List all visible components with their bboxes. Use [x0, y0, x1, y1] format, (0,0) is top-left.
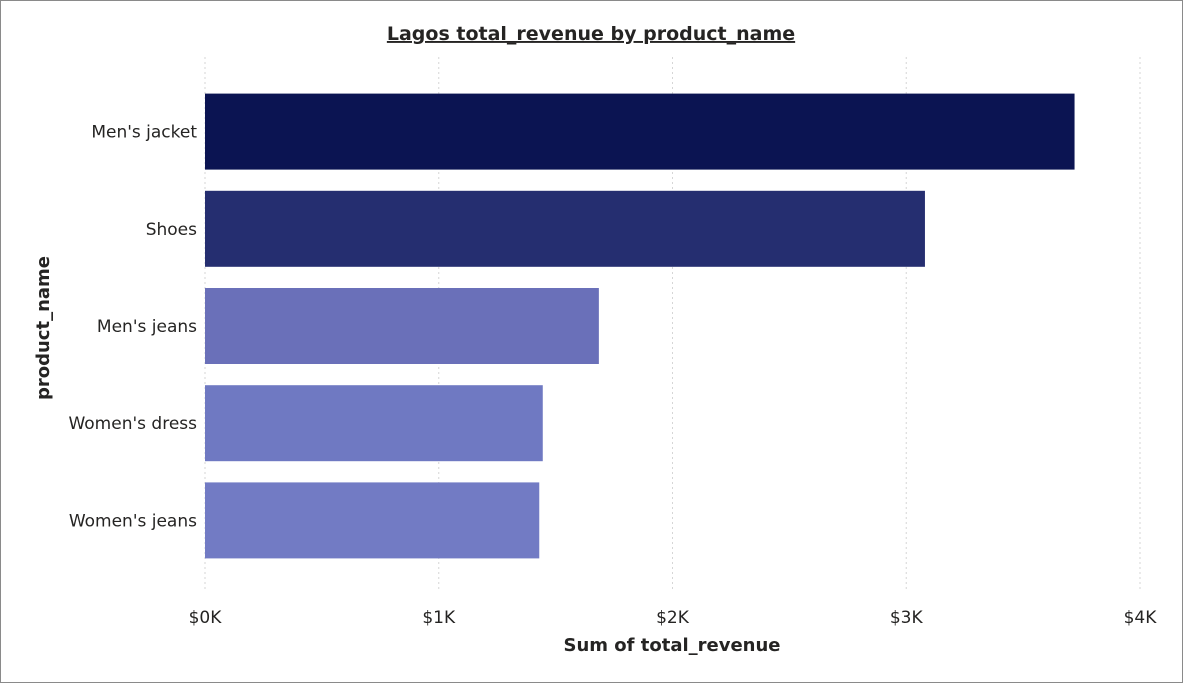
bar-layer	[205, 93, 1075, 559]
x-tick-label: $0K	[189, 608, 223, 628]
category-label: Men's jacket	[91, 123, 197, 143]
bar[interactable]	[205, 93, 1075, 170]
y-axis-title: product_name	[33, 256, 54, 400]
chart-title: Lagos total_revenue by product_name	[387, 23, 795, 45]
x-tick-label: $4K	[1124, 608, 1158, 628]
bar[interactable]	[205, 482, 540, 559]
category-label: Shoes	[146, 220, 197, 240]
category-label: Men's jeans	[97, 317, 197, 337]
x-tick-label: $1K	[422, 608, 456, 628]
bar[interactable]	[205, 288, 599, 364]
category-label: Women's dress	[68, 414, 197, 434]
x-tick-label: $3K	[890, 608, 924, 628]
x-tick-label: $2K	[656, 608, 690, 628]
category-label: Women's jeans	[69, 511, 197, 531]
x-axis-title: Sum of total_revenue	[563, 635, 780, 656]
bar[interactable]	[205, 190, 925, 267]
x-tick-labels: $0K $1K $2K $3K $4K	[189, 608, 1158, 628]
bar[interactable]	[205, 385, 543, 462]
category-labels: Men's jacket Shoes Men's jeans Women's dres…	[68, 123, 197, 532]
